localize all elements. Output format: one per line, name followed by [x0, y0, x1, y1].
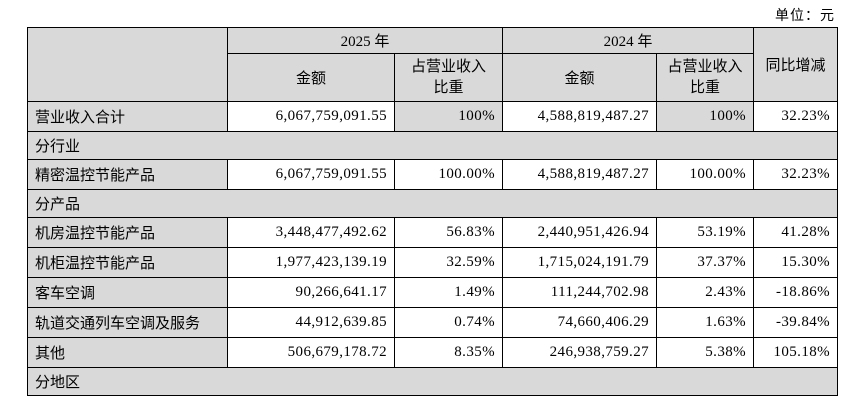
table-row: 精密温控节能产品 6,067,759,091.55 100.00% 4,588,819… [27, 159, 839, 190]
table-row: 其他 506,679,178.72 8.35% 246,938,759.27 5.38%… [27, 337, 839, 368]
share-cell-2024: 100% [656, 101, 755, 132]
table-row: 营业收入合计 6,067,759,091.55 100% 4,588,819,487.… [27, 101, 839, 132]
amount-header-2025: 金额 [227, 53, 395, 102]
share-cell-2024: 1.63% [656, 307, 755, 338]
section-row: 分产品 [26, 189, 839, 218]
amount-cell-2025: 44,912,639.85 [227, 307, 395, 338]
table-body: 营业收入合计 6,067,759,091.55 100% 4,588,819,487.… [26, 101, 839, 396]
row-label: 客车空调 [27, 277, 228, 308]
yoy-cell: 105.18% [753, 337, 839, 368]
amount-header-2024: 金额 [502, 53, 658, 102]
share-cell-2025: 0.74% [393, 307, 504, 338]
share-cell-2024: 5.38% [656, 337, 755, 368]
amount-cell-2024: 2,440,951,426.94 [502, 217, 658, 248]
header-row-measures: 金额 占营业收入 比重 金额 占营业收入 比重 [28, 53, 838, 102]
yoy-cell: 32.23% [753, 159, 839, 190]
amount-cell-2024: 74,660,406.29 [502, 307, 658, 338]
revenue-breakdown-table: 2025 年 2024 年 同比增减 金额 占营业收入 比重 金额 占营业收入 … [26, 27, 839, 396]
row-label: 其他 [27, 337, 228, 368]
row-label: 机柜温控节能产品 [27, 247, 228, 278]
year-2024-header: 2024 年 [502, 27, 755, 54]
row-label: 营业收入合计 [27, 101, 228, 132]
corner-blank-cell [27, 27, 228, 102]
share-cell-2024: 53.19% [656, 217, 755, 248]
amount-cell-2025: 6,067,759,091.55 [227, 159, 395, 190]
section-label: 分行业 [26, 131, 839, 160]
row-label: 精密温控节能产品 [27, 159, 228, 190]
amount-cell-2024: 4,588,819,487.27 [502, 101, 658, 132]
yoy-cell: 41.28% [753, 217, 839, 248]
row-label: 机房温控节能产品 [27, 217, 228, 248]
section-row: 分地区 [26, 367, 839, 396]
amount-cell-2024: 246,938,759.27 [502, 337, 658, 368]
amount-cell-2024: 111,244,702.98 [502, 277, 658, 308]
amount-cell-2024: 4,588,819,487.27 [502, 159, 658, 190]
row-label: 轨道交通列车空调及服务 [27, 307, 228, 338]
revenue-share-header-2024: 占营业收入 比重 [656, 53, 755, 102]
share-cell-2025: 100.00% [393, 159, 504, 190]
share-cell-2025: 32.59% [393, 247, 504, 278]
amount-cell-2025: 506,679,178.72 [227, 337, 395, 368]
yoy-cell: 32.23% [753, 101, 839, 132]
amount-cell-2025: 6,067,759,091.55 [227, 101, 395, 132]
amount-cell-2025: 90,266,641.17 [227, 277, 395, 308]
yoy-cell: 15.30% [753, 247, 839, 278]
header-row-years: 2025 年 2024 年 同比增减 [27, 27, 839, 102]
amount-cell-2025: 3,448,477,492.62 [227, 217, 395, 248]
table-row: 轨道交通列车空调及服务 44,912,639.85 0.74% 74,660,406.… [27, 307, 839, 338]
yoy-change-header: 同比增减 [753, 27, 839, 102]
share-cell-2024: 100.00% [656, 159, 755, 190]
amount-cell-2024: 1,715,024,191.79 [502, 247, 658, 278]
table-row: 机房温控节能产品 3,448,477,492.62 56.83% 2,440,951,… [27, 217, 839, 248]
table-header: 2025 年 2024 年 同比增减 金额 占营业收入 比重 金额 占营业收入 … [27, 27, 839, 102]
share-cell-2024: 37.37% [656, 247, 755, 278]
share-cell-2025: 56.83% [393, 217, 504, 248]
yoy-cell: -18.86% [753, 277, 839, 308]
section-label: 分产品 [26, 189, 839, 218]
section-row: 分行业 [26, 131, 839, 160]
year-2025-header: 2025 年 [226, 27, 504, 54]
share-cell-2025: 1.49% [393, 277, 504, 308]
table-row: 机柜温控节能产品 1,977,423,139.19 32.59% 1,715,024,… [27, 247, 839, 278]
share-cell-2025: 8.35% [393, 337, 504, 368]
table-row: 客车空调 90,266,641.17 1.49% 111,244,702.98 2.43… [27, 277, 839, 308]
share-cell-2025: 100% [393, 101, 504, 132]
share-cell-2024: 2.43% [656, 277, 755, 308]
yoy-cell: -39.84% [753, 307, 839, 338]
revenue-share-header-2025: 占营业收入 比重 [393, 53, 504, 102]
amount-cell-2025: 1,977,423,139.19 [227, 247, 395, 278]
unit-label: 单位：元 [775, 9, 835, 24]
section-label: 分地区 [26, 367, 839, 396]
